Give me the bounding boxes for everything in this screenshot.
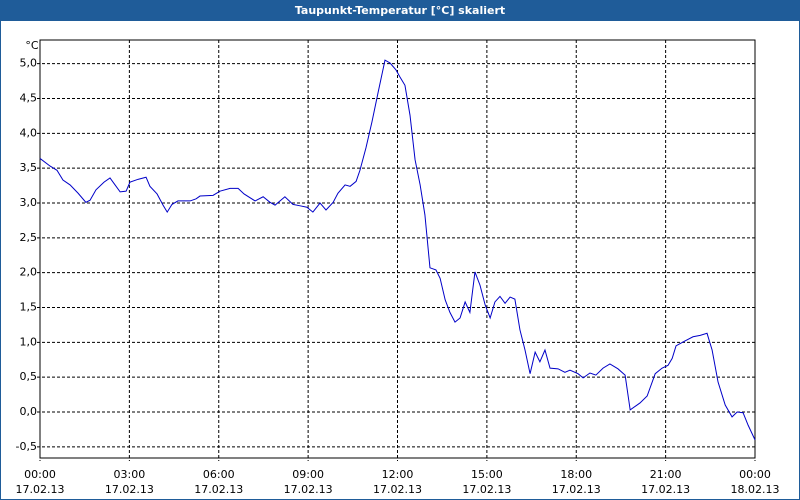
y-tick-label: 3,0 bbox=[20, 196, 38, 209]
x-tick-date: 17.02.13 bbox=[641, 483, 690, 496]
y-tick-label: 1,5 bbox=[20, 301, 38, 314]
y-tick-label: 4,0 bbox=[20, 126, 38, 139]
x-tick-label: 09:00 bbox=[292, 468, 324, 481]
x-tick-label: 03:00 bbox=[114, 468, 146, 481]
x-tick-date: 17.02.13 bbox=[373, 483, 422, 496]
x-tick-label: 00:00 bbox=[739, 468, 771, 481]
y-tick-label: 5,0 bbox=[20, 57, 38, 70]
y-tick-label: 0,5 bbox=[20, 370, 38, 383]
y-tick-label: 4,5 bbox=[20, 92, 38, 105]
y-tick-label: -0,5 bbox=[16, 440, 37, 453]
x-tick-date: 17.02.13 bbox=[105, 483, 154, 496]
x-tick-date: 17.02.13 bbox=[462, 483, 511, 496]
y-tick-label: 2,0 bbox=[20, 266, 38, 279]
x-tick-label: 15:00 bbox=[471, 468, 503, 481]
chart-title: Taupunkt-Temperatur [°C] skaliert bbox=[295, 4, 505, 17]
x-tick-label: 21:00 bbox=[650, 468, 682, 481]
x-tick-label: 00:00 bbox=[24, 468, 56, 481]
data-line bbox=[39, 59, 756, 441]
x-tick-label: 12:00 bbox=[382, 468, 414, 481]
x-tick-date: 17.02.13 bbox=[194, 483, 243, 496]
y-tick-label: 3,5 bbox=[20, 161, 38, 174]
title-bar bbox=[0, 0, 800, 21]
y-axis-unit: °C bbox=[25, 39, 39, 52]
x-tick-label: 06:00 bbox=[203, 468, 235, 481]
x-tick-label: 18:00 bbox=[560, 468, 592, 481]
x-tick-date: 17.02.13 bbox=[552, 483, 601, 496]
x-tick-date: 17.02.13 bbox=[16, 483, 65, 496]
x-tick-date: 17.02.13 bbox=[284, 483, 333, 496]
y-tick-label: 0,0 bbox=[20, 405, 38, 418]
y-tick-label: 1,0 bbox=[20, 335, 38, 348]
x-tick-date: 18.02.13 bbox=[731, 483, 780, 496]
y-tick-label: 2,5 bbox=[20, 231, 38, 244]
